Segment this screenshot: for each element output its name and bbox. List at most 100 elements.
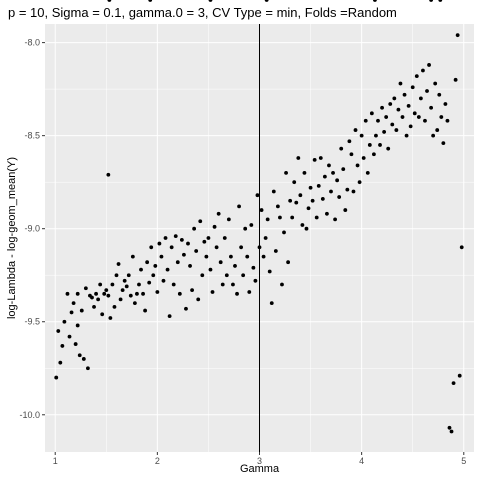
data-point [208, 0, 213, 2]
data-point [353, 128, 358, 132]
data-point [151, 273, 156, 278]
data-point [355, 163, 360, 168]
data-point [153, 264, 158, 268]
data-point [343, 208, 348, 212]
data-point [429, 105, 433, 110]
data-point [56, 329, 61, 333]
chart-title: p = 10, Sigma = 0.1, gamma.0 = 3, CV Typ… [8, 5, 397, 20]
data-point [431, 133, 436, 138]
data-point [304, 226, 309, 231]
data-point [438, 0, 443, 2]
data-point [441, 141, 446, 145]
data-point [359, 133, 364, 138]
data-point [367, 143, 372, 147]
data-point [255, 193, 260, 198]
data-point [292, 180, 297, 185]
data-point [137, 282, 141, 287]
data-point [429, 0, 433, 2]
data-point [106, 293, 111, 298]
data-point [408, 124, 413, 129]
data-point [218, 260, 223, 265]
x-axis-title: Gamma [240, 463, 280, 475]
data-point [445, 118, 450, 123]
data-point [390, 122, 395, 127]
data-point [241, 273, 246, 278]
data-point [148, 0, 153, 2]
data-point [204, 254, 209, 259]
data-point [365, 170, 370, 175]
y-tick-label: -9.0 [24, 224, 40, 234]
data-point [184, 306, 188, 311]
data-point [312, 157, 317, 162]
x-tick-label: 5 [461, 456, 466, 466]
data-point [210, 290, 215, 294]
data-point [392, 96, 397, 101]
data-point [190, 288, 194, 293]
data-point [231, 282, 235, 287]
data-point [106, 172, 111, 177]
data-point [161, 278, 166, 283]
data-point [296, 156, 301, 160]
data-point [263, 236, 268, 240]
data-point [182, 252, 186, 257]
data-point [290, 215, 295, 220]
data-point [220, 282, 225, 287]
data-point [60, 344, 65, 348]
data-point [159, 254, 164, 259]
data-point [435, 128, 440, 132]
data-point [449, 429, 454, 434]
y-tick-label: -8.0 [24, 38, 40, 48]
data-point [327, 163, 331, 168]
data-point [75, 291, 80, 296]
data-point [139, 267, 143, 272]
data-point [382, 130, 387, 134]
data-point [175, 260, 180, 265]
data-point [104, 288, 109, 293]
data-point [369, 111, 374, 116]
data-point [404, 133, 409, 138]
data-point [120, 288, 125, 293]
data-point [269, 301, 274, 306]
data-point [100, 312, 105, 317]
data-point [331, 170, 335, 175]
data-point [147, 280, 152, 285]
data-point [54, 375, 59, 380]
data-point [261, 254, 266, 259]
data-point [186, 241, 190, 246]
data-point [378, 143, 382, 147]
data-point [374, 133, 378, 138]
data-point [173, 234, 178, 239]
data-point [216, 211, 221, 216]
data-point [69, 310, 74, 315]
data-point [96, 297, 101, 302]
data-point [433, 81, 438, 86]
data-point [280, 282, 284, 287]
data-point [110, 282, 115, 287]
data-point [337, 195, 342, 199]
data-point [122, 278, 127, 283]
data-point [141, 291, 145, 296]
data-point [457, 373, 462, 378]
data-point [306, 206, 311, 211]
data-point [437, 92, 442, 97]
data-point [314, 215, 319, 220]
data-point [128, 293, 133, 298]
data-point [171, 282, 176, 287]
data-point [310, 198, 315, 203]
data-point [83, 286, 88, 291]
data-point [155, 290, 160, 294]
data-point [194, 249, 199, 253]
data-point [388, 102, 393, 106]
data-point [222, 236, 227, 240]
data-point [320, 197, 325, 201]
data-point [188, 264, 192, 268]
data-point [373, 0, 377, 2]
data-point [421, 68, 425, 73]
data-point [427, 63, 431, 67]
data-point [94, 291, 98, 296]
data-point [453, 77, 458, 82]
data-points [54, 0, 464, 434]
data-point [245, 254, 250, 259]
data-point [108, 316, 113, 320]
data-point [132, 301, 137, 306]
